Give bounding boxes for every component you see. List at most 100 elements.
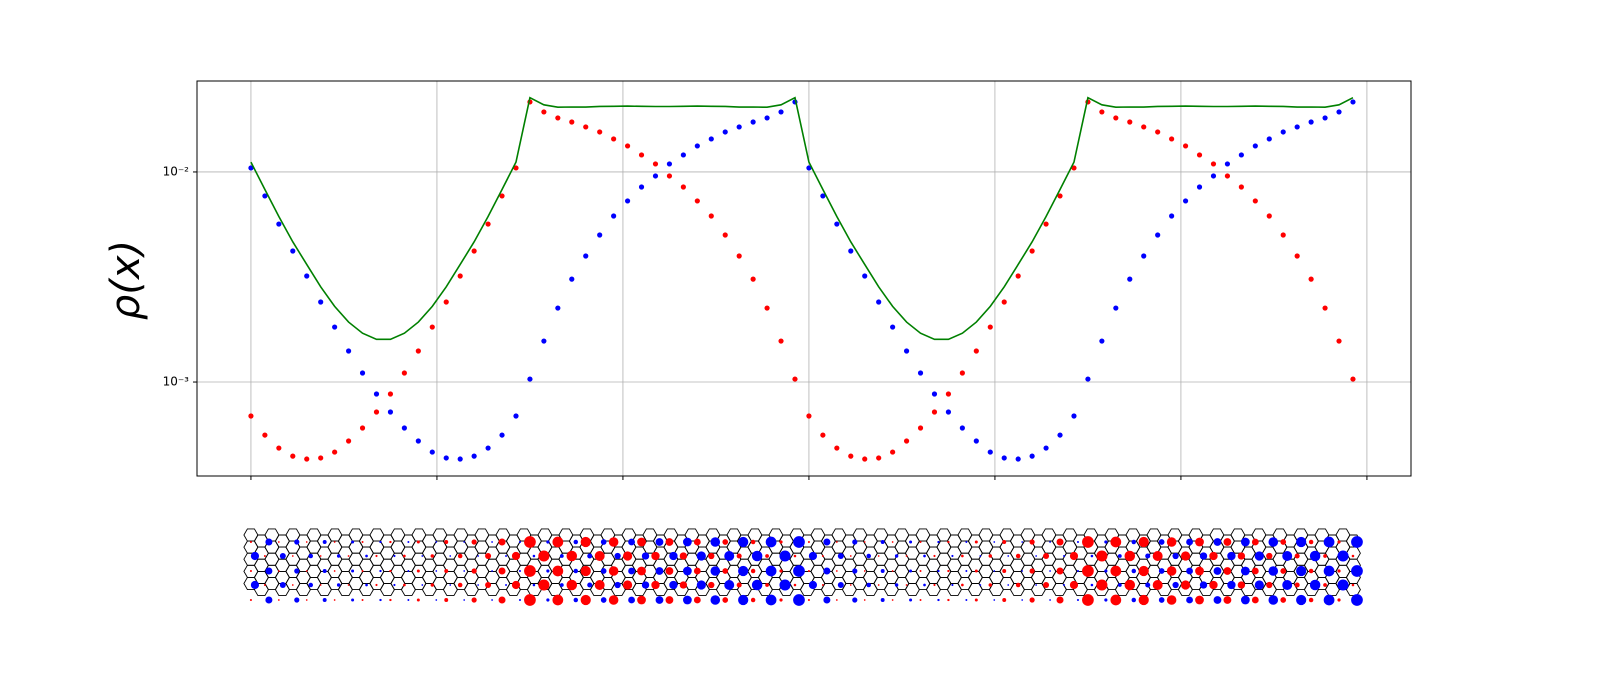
site-weight bbox=[947, 598, 950, 602]
site-weight bbox=[463, 541, 466, 543]
site-weight bbox=[1131, 539, 1136, 545]
site-weight bbox=[974, 540, 978, 544]
site-weight bbox=[294, 539, 300, 545]
site-weight bbox=[491, 541, 493, 543]
site-weight bbox=[628, 596, 635, 604]
site-weight bbox=[1158, 539, 1165, 545]
point bbox=[666, 173, 673, 179]
site-weight bbox=[249, 540, 252, 544]
site-weight bbox=[1323, 554, 1327, 558]
site-weight bbox=[524, 565, 536, 577]
site-weight bbox=[1117, 554, 1122, 558]
site-weight bbox=[1082, 594, 1094, 606]
site-weight bbox=[1096, 550, 1108, 562]
site-weight bbox=[1282, 580, 1293, 590]
site-weight bbox=[682, 566, 692, 576]
point bbox=[583, 253, 589, 259]
site-weight bbox=[891, 599, 894, 601]
point bbox=[652, 173, 659, 179]
site-weight bbox=[793, 536, 805, 548]
site-weight bbox=[435, 570, 438, 572]
site-weight bbox=[637, 566, 646, 576]
point bbox=[680, 184, 686, 190]
site-weight bbox=[1268, 537, 1279, 547]
site-weight bbox=[319, 555, 322, 557]
site-weight bbox=[807, 540, 810, 544]
point bbox=[1182, 198, 1189, 204]
point bbox=[848, 248, 854, 254]
site-weight bbox=[532, 554, 536, 558]
point bbox=[903, 438, 910, 444]
point bbox=[959, 370, 965, 376]
point bbox=[415, 348, 421, 354]
site-weight bbox=[808, 551, 818, 561]
site-weight bbox=[1035, 555, 1037, 557]
site-weight bbox=[389, 598, 392, 602]
line bbox=[250, 96, 1354, 341]
site-weight bbox=[750, 539, 756, 545]
site-weight bbox=[696, 551, 706, 561]
site-weight bbox=[821, 584, 824, 586]
site-weight bbox=[655, 567, 664, 575]
site-weight bbox=[291, 584, 294, 586]
site-weight bbox=[1337, 550, 1349, 562]
site-weight bbox=[877, 555, 880, 557]
site-weight bbox=[1195, 537, 1204, 547]
site-weight bbox=[308, 582, 313, 588]
site-weight bbox=[518, 598, 522, 602]
site-weight bbox=[1076, 598, 1080, 602]
site-weight bbox=[347, 555, 350, 557]
site-weight bbox=[416, 569, 420, 573]
site-weight bbox=[919, 599, 922, 601]
point bbox=[1169, 213, 1175, 219]
site-weight bbox=[457, 582, 463, 588]
point bbox=[1113, 115, 1119, 121]
site-weight bbox=[655, 596, 664, 604]
point bbox=[1057, 193, 1063, 199]
point bbox=[1266, 213, 1272, 219]
site-weight bbox=[793, 554, 797, 558]
site-weight bbox=[779, 569, 783, 573]
point bbox=[401, 370, 407, 376]
site-weight bbox=[1186, 567, 1193, 575]
point bbox=[290, 453, 296, 459]
site-weight bbox=[1021, 599, 1024, 601]
point bbox=[373, 391, 380, 397]
site-weight bbox=[1152, 551, 1163, 561]
point bbox=[318, 455, 324, 461]
site-weight bbox=[277, 541, 280, 543]
site-weight bbox=[546, 569, 550, 573]
site-weight bbox=[1227, 580, 1236, 590]
site-weight bbox=[1199, 581, 1208, 589]
site-weight bbox=[852, 597, 858, 603]
site-weight bbox=[336, 583, 341, 587]
point bbox=[917, 370, 924, 376]
site-weight bbox=[365, 583, 368, 587]
site-weight bbox=[993, 541, 996, 543]
site-weight bbox=[1240, 537, 1250, 547]
site-weight bbox=[1166, 566, 1177, 576]
point bbox=[903, 348, 910, 354]
site-weight bbox=[965, 541, 968, 543]
site-weight bbox=[937, 540, 940, 544]
point bbox=[499, 432, 505, 438]
point bbox=[583, 124, 589, 130]
site-weight bbox=[379, 569, 382, 573]
point bbox=[1099, 109, 1105, 115]
point bbox=[1336, 338, 1342, 344]
site-weight bbox=[823, 538, 831, 546]
point bbox=[1238, 152, 1244, 158]
point bbox=[862, 456, 868, 462]
site-weight bbox=[738, 594, 749, 606]
site-weight bbox=[393, 554, 396, 558]
point bbox=[834, 445, 840, 451]
site-weight bbox=[1296, 565, 1307, 577]
site-weight bbox=[1043, 552, 1050, 560]
site-weight bbox=[1223, 538, 1232, 546]
site-weight bbox=[1145, 582, 1151, 588]
site-weight bbox=[1199, 552, 1208, 560]
site-weight bbox=[933, 554, 936, 558]
point bbox=[876, 455, 882, 461]
site-weight bbox=[1337, 579, 1349, 591]
site-weight bbox=[333, 541, 336, 543]
